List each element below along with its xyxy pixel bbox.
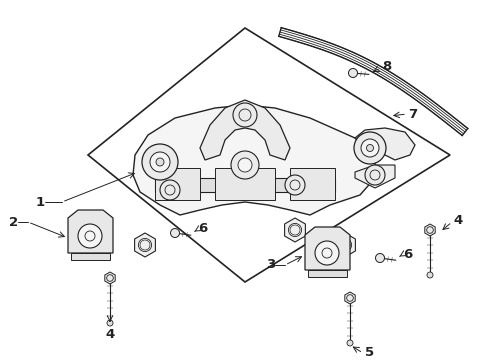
Text: 7: 7 (408, 108, 417, 121)
Polygon shape (285, 218, 305, 242)
Polygon shape (215, 168, 275, 200)
Circle shape (347, 340, 353, 346)
Circle shape (142, 144, 178, 180)
Circle shape (375, 253, 385, 262)
Circle shape (233, 103, 257, 127)
Circle shape (78, 224, 102, 248)
Polygon shape (200, 100, 290, 160)
Circle shape (238, 158, 252, 172)
Text: 4: 4 (453, 213, 462, 226)
Polygon shape (290, 168, 335, 200)
Polygon shape (135, 233, 155, 257)
Text: 2: 2 (9, 216, 18, 229)
Circle shape (361, 139, 379, 157)
Circle shape (354, 132, 386, 164)
Text: 3: 3 (266, 258, 275, 271)
Circle shape (150, 152, 170, 172)
Circle shape (107, 320, 113, 326)
Circle shape (160, 180, 180, 200)
Polygon shape (133, 105, 375, 215)
Polygon shape (345, 292, 355, 304)
Polygon shape (155, 178, 335, 192)
Polygon shape (308, 270, 347, 277)
Polygon shape (155, 168, 200, 200)
Polygon shape (355, 165, 395, 188)
Text: 5: 5 (365, 346, 374, 360)
Polygon shape (355, 128, 415, 160)
Polygon shape (425, 224, 435, 236)
Text: 4: 4 (105, 328, 115, 342)
Polygon shape (68, 210, 113, 253)
Circle shape (285, 175, 305, 195)
Polygon shape (335, 233, 355, 257)
Text: 1: 1 (36, 195, 45, 208)
Circle shape (427, 272, 433, 278)
Text: 6: 6 (198, 221, 207, 234)
Polygon shape (105, 272, 115, 284)
Circle shape (171, 229, 179, 238)
Text: 6: 6 (403, 248, 412, 261)
Circle shape (367, 144, 373, 152)
Polygon shape (305, 227, 350, 270)
Circle shape (348, 68, 358, 77)
Circle shape (231, 151, 259, 179)
Circle shape (156, 158, 164, 166)
Text: 8: 8 (382, 60, 391, 73)
Polygon shape (71, 253, 110, 260)
Circle shape (315, 241, 339, 265)
Circle shape (365, 165, 385, 185)
